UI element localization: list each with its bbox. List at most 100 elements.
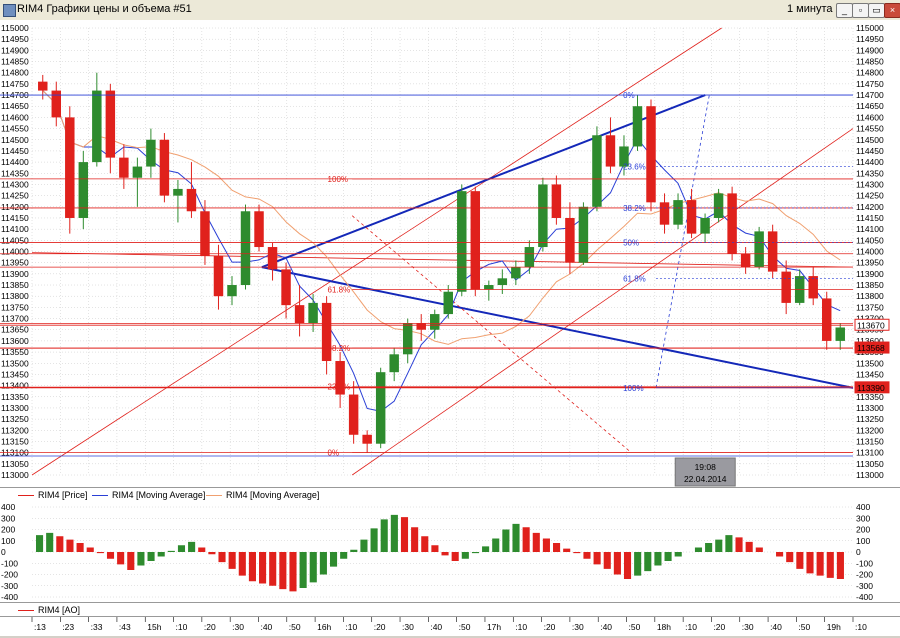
time-tick-label: :20 [544, 622, 556, 632]
candle-body [740, 253, 751, 268]
price-level-tag-label: 113390 [857, 383, 885, 393]
price-tick-right: 114850 [856, 57, 884, 67]
candle-body [159, 139, 170, 196]
legend-ao[interactable]: RIM4 [AO] [18, 605, 80, 615]
legend-ma-slow-swatch [206, 495, 222, 497]
ao-bar [583, 552, 591, 559]
ao-bar [198, 547, 206, 552]
price-tick-right: 113050 [856, 459, 884, 469]
price-tick-left: 114450 [1, 146, 29, 156]
price-tick-left: 114750 [1, 79, 29, 89]
time-tick-label: 18h [657, 622, 671, 632]
ao-bar [492, 538, 500, 552]
price-level-tag [854, 318, 890, 331]
maximize-button[interactable]: ▭ [868, 3, 885, 18]
price-tick-left: 114550 [1, 124, 29, 134]
candle-body [38, 81, 48, 91]
crosshair-tooltip: 19:08 22.04.2014 [674, 457, 736, 487]
price-tick-right: 114600 [856, 112, 884, 122]
price-level-tag [854, 381, 890, 394]
fib-left-diagonal [351, 215, 632, 453]
price-tick-left: 114900 [1, 45, 29, 55]
time-tick-label: :40 [430, 622, 442, 632]
ao-bar [390, 514, 398, 552]
legend-ma-slow[interactable]: RIM4 [Moving Average] [206, 490, 319, 500]
time-tick-label: :10 [515, 622, 527, 632]
ao-bar [147, 552, 155, 561]
price-tick-left: 113150 [1, 436, 29, 446]
price-tick-left: 114950 [1, 34, 29, 44]
time-tick-label: :13 [34, 622, 46, 632]
ao-bar [177, 545, 186, 552]
time-tick-label: 19h [827, 622, 841, 632]
ao-bar [553, 543, 561, 552]
ao-bar [188, 541, 196, 552]
triangle-lower-side [261, 266, 854, 389]
time-tick-label: :30 [572, 622, 584, 632]
price-tick-right: 113000 [856, 470, 884, 480]
candle-body [524, 247, 535, 268]
crosshair-time: 19:08 [695, 462, 717, 472]
price-tick-right: 113450 [856, 369, 884, 379]
price-tick-right: 114900 [856, 45, 884, 55]
ao-bar [400, 517, 409, 552]
price-tick-right: 113600 [856, 336, 884, 346]
ao-bar [776, 552, 784, 557]
price-level-tag-label: 113568 [857, 343, 885, 353]
close-button[interactable]: × [884, 3, 900, 18]
price-tick-left: 114500 [1, 135, 29, 145]
ao-bar [36, 535, 44, 552]
minimize-button[interactable]: _ [836, 3, 853, 18]
fib-right-label: 100% [623, 384, 643, 393]
price-tick-left: 114050 [1, 235, 29, 245]
candle-body [700, 217, 710, 234]
legend-price[interactable]: RIM4 [Price] [18, 490, 88, 500]
price-tick-right: 113950 [856, 258, 884, 268]
price-tick-left: 114100 [1, 224, 29, 234]
price-tick-right: 114650 [856, 101, 884, 111]
ao-tick-left: 400 [1, 502, 15, 512]
ao-bar [634, 552, 642, 576]
legend-ma-fast[interactable]: RIM4 [Moving Average] [92, 490, 205, 500]
ao-tick-left: -400 [1, 592, 18, 602]
fib-left-label: 100% [328, 175, 348, 184]
ao-bar [340, 552, 348, 559]
crosshair-box [674, 457, 736, 487]
restore-button[interactable]: ▫ [852, 3, 869, 18]
candle-body [457, 191, 467, 292]
candle-body [835, 327, 845, 341]
ao-bar [482, 546, 490, 552]
ao-tick-right: -200 [856, 570, 873, 580]
legend-ma-fast-label: RIM4 [Moving Average] [112, 490, 206, 500]
time-tick-label: :30 [742, 622, 754, 632]
fib-left-label: 38.2% [328, 344, 351, 353]
candle-body [335, 361, 345, 395]
ao-bar [350, 549, 358, 552]
ao-bar [816, 552, 824, 576]
candle-body [105, 90, 116, 158]
price-tick-right: 113850 [856, 280, 884, 290]
ao-bar [360, 539, 368, 552]
price-level-tag-label: 113670 [857, 320, 885, 330]
price-tick-right: 113350 [856, 392, 884, 402]
time-tick-label: :50 [798, 622, 810, 632]
ao-tick-left: 100 [1, 536, 15, 546]
ao-bar [664, 552, 672, 561]
ao-bar [269, 552, 277, 586]
candle-body [200, 211, 210, 256]
fib-right-label: 38.2% [623, 204, 646, 213]
timeframe-label[interactable]: 1 минута [787, 3, 833, 15]
ao-tick-right: 300 [856, 513, 870, 523]
candle-body [240, 211, 251, 286]
price-tick-left: 113850 [1, 280, 29, 290]
ao-bar [786, 552, 794, 563]
time-tick-label: :10 [345, 622, 357, 632]
ao-bar [289, 552, 297, 592]
ao-bar [532, 532, 540, 552]
candle-body [416, 323, 426, 330]
price-tick-right: 114050 [856, 235, 884, 245]
ao-bar [623, 552, 632, 579]
price-tick-left: 114150 [1, 213, 29, 223]
legend-price-swatch [18, 495, 34, 497]
